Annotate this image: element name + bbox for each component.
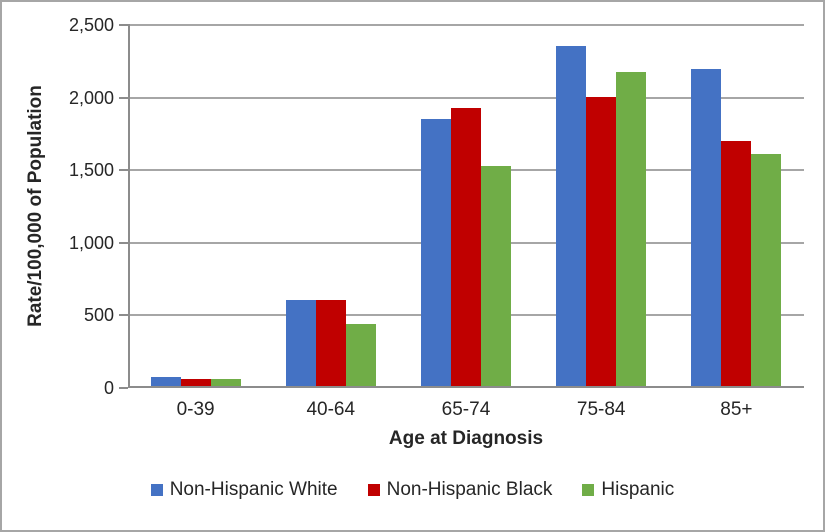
- bar-non-hispanic-black: [451, 107, 481, 386]
- y-axis-line: [128, 24, 130, 388]
- y-axis-title: Rate/100,000 of Population: [25, 85, 46, 327]
- bar-non-hispanic-white: [285, 299, 316, 386]
- bar-non-hispanic-black: [586, 97, 617, 386]
- y-tick-label: 0: [103, 378, 114, 398]
- x-category-label: 0-39: [176, 399, 215, 420]
- legend-swatch-icon: [150, 484, 163, 496]
- bar-hispanic: [751, 153, 782, 386]
- bar-group: [421, 107, 511, 386]
- bar-non-hispanic-white: [691, 68, 722, 386]
- x-category-label: 40-64: [306, 399, 356, 420]
- bar-non-hispanic-white: [150, 377, 181, 386]
- y-axis-tick: [119, 387, 128, 389]
- bar-non-hispanic-black: [180, 379, 211, 386]
- legend-item: Hispanic: [582, 479, 674, 501]
- legend-item: Non-Hispanic Black: [367, 479, 553, 501]
- legend-label: Non-Hispanic Black: [386, 479, 553, 500]
- y-tick-label: 500: [83, 305, 114, 326]
- x-category-label: 65-74: [441, 399, 491, 420]
- x-category-label: 75-84: [576, 399, 626, 420]
- legend-label: Non-Hispanic White: [169, 479, 338, 500]
- y-axis-tick: [119, 241, 128, 244]
- y-axis-tick: [119, 24, 128, 26]
- bar-hispanic: [345, 323, 376, 386]
- bar-hispanic: [481, 166, 511, 386]
- bar-non-hispanic-white: [556, 46, 587, 386]
- x-axis-line: [128, 386, 804, 388]
- bar-hispanic: [616, 71, 647, 386]
- bar-hispanic: [210, 378, 241, 386]
- gridline: [128, 24, 804, 26]
- legend-swatch-icon: [582, 484, 595, 496]
- bar-non-hispanic-black: [721, 141, 752, 386]
- y-axis-tick: [119, 96, 128, 99]
- y-tick-label: 2,500: [68, 15, 114, 35]
- gridline: [128, 96, 804, 99]
- y-axis-tick: [119, 169, 128, 172]
- legend: Non-Hispanic White Non-Hispanic Black Hisp…: [2, 479, 823, 501]
- legend-item: Non-Hispanic White: [150, 479, 338, 501]
- bar-group: [285, 299, 376, 386]
- y-tick-label: 2,000: [68, 87, 114, 108]
- legend-swatch-icon: [367, 484, 380, 496]
- y-tick-label: 1,000: [68, 232, 114, 253]
- bar-group: [150, 377, 241, 386]
- bar-group: [691, 68, 782, 386]
- bar-non-hispanic-black: [315, 300, 346, 386]
- plot-area: [119, 24, 804, 389]
- y-axis-tick: [119, 314, 128, 317]
- legend-label: Hispanic: [601, 479, 675, 500]
- x-category-label: 85+: [720, 399, 753, 420]
- y-tick-label: 1,500: [68, 160, 114, 181]
- bar-group: [556, 46, 647, 386]
- x-axis-title: Age at Diagnosis: [388, 428, 544, 449]
- bar-non-hispanic-white: [421, 118, 451, 386]
